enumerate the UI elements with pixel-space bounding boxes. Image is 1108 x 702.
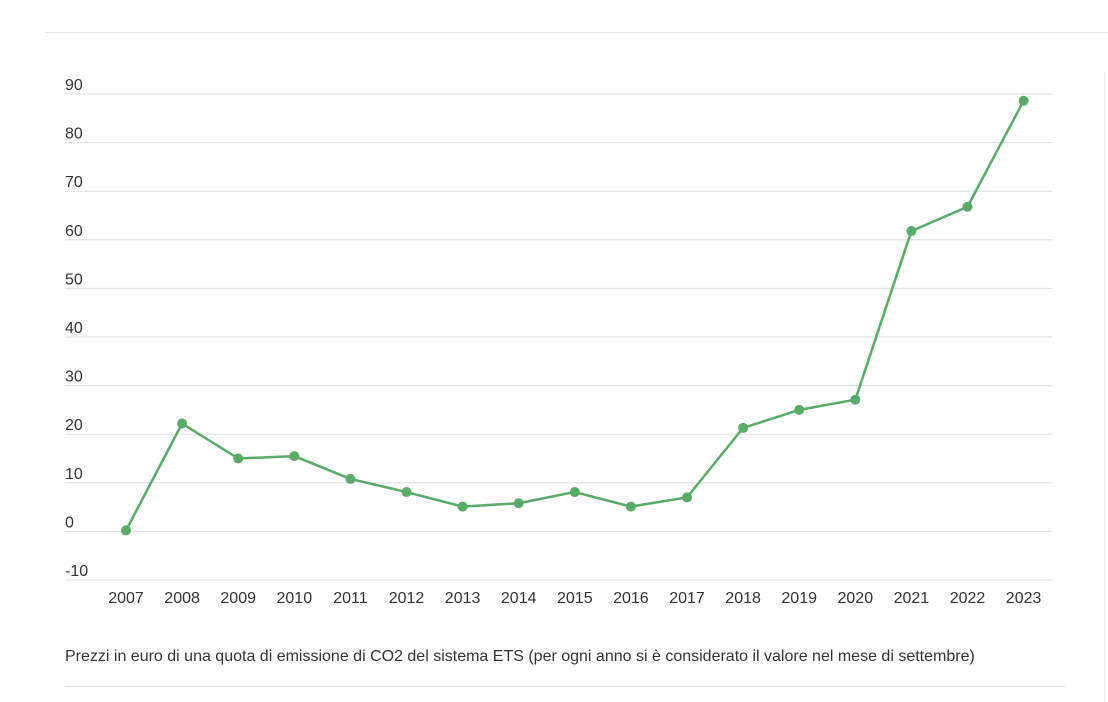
data-point-2017[interactable] bbox=[682, 492, 692, 503]
y-tick-50: 50 bbox=[65, 271, 83, 288]
x-tick-2023: 2023 bbox=[1006, 590, 1042, 607]
x-tick-2017: 2017 bbox=[669, 590, 705, 607]
y-tick-0: 0 bbox=[65, 514, 74, 531]
chart-caption: Prezzi in euro di una quota di emissione… bbox=[65, 648, 975, 665]
right-divider bbox=[1104, 72, 1105, 702]
data-point-2021[interactable] bbox=[906, 226, 917, 237]
data-point-2009[interactable] bbox=[233, 453, 244, 464]
x-tick-2019: 2019 bbox=[781, 590, 817, 607]
y-tick-70: 70 bbox=[65, 174, 83, 191]
x-tick-2021: 2021 bbox=[894, 590, 930, 607]
data-point-2023[interactable] bbox=[1018, 95, 1029, 106]
y-tick-30: 30 bbox=[65, 369, 83, 386]
y-tick-40: 40 bbox=[65, 320, 83, 337]
x-tick-2016: 2016 bbox=[613, 590, 649, 607]
data-point-2010[interactable] bbox=[289, 451, 300, 462]
data-point-2013[interactable] bbox=[457, 501, 468, 512]
series-line bbox=[124, 100, 1025, 532]
data-point-2014[interactable] bbox=[513, 498, 524, 509]
x-tick-2015: 2015 bbox=[557, 590, 593, 607]
data-point-2012[interactable] bbox=[401, 487, 412, 498]
x-tick-2022: 2022 bbox=[950, 590, 986, 607]
data-point-2020[interactable] bbox=[850, 394, 861, 405]
x-tick-2008: 2008 bbox=[164, 590, 200, 607]
data-point-2007[interactable] bbox=[121, 525, 131, 536]
price-series bbox=[121, 95, 1029, 536]
x-tick-2014: 2014 bbox=[501, 590, 537, 607]
data-point-2015[interactable] bbox=[569, 487, 580, 498]
y-tick-90: 90 bbox=[65, 77, 83, 94]
bottom-divider bbox=[65, 686, 1065, 687]
x-tick-2007: 2007 bbox=[108, 590, 144, 607]
data-point-2022[interactable] bbox=[962, 201, 973, 212]
data-point-2011[interactable] bbox=[345, 473, 356, 484]
x-tick-2011: 2011 bbox=[333, 590, 368, 607]
top-divider bbox=[45, 32, 1108, 33]
y-tick-80: 80 bbox=[65, 126, 83, 143]
grid-lines bbox=[65, 93, 1052, 581]
x-axis-tick-labels: 2007 2008 2009 2010 2011 2012 2013 2014 2015 2016… bbox=[108, 590, 1041, 607]
y-tick--10: -10 bbox=[65, 563, 88, 580]
x-tick-2018: 2018 bbox=[725, 590, 761, 607]
x-tick-2012: 2012 bbox=[389, 590, 425, 607]
y-tick-10: 10 bbox=[65, 466, 83, 483]
x-tick-2013: 2013 bbox=[445, 590, 481, 607]
x-tick-2010: 2010 bbox=[277, 590, 313, 607]
y-axis-tick-labels: -10 0 10 20 30 40 50 60 70 80 90 bbox=[65, 77, 88, 580]
data-point-2018[interactable] bbox=[738, 422, 749, 433]
data-point-2016[interactable] bbox=[625, 501, 636, 512]
y-tick-20: 20 bbox=[65, 417, 83, 434]
x-tick-2020: 2020 bbox=[838, 590, 874, 607]
data-point-2008[interactable] bbox=[177, 418, 188, 429]
x-tick-2009: 2009 bbox=[220, 590, 256, 607]
y-tick-60: 60 bbox=[65, 223, 83, 240]
data-point-2019[interactable] bbox=[794, 404, 805, 415]
